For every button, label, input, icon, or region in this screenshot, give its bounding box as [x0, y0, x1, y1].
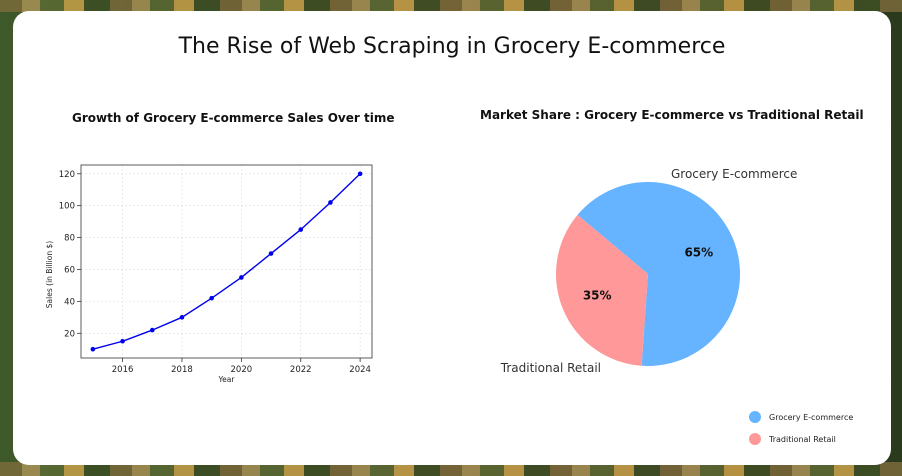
sales-line — [92, 173, 361, 350]
y-axis-label: Sales (in Billion $) — [45, 241, 54, 308]
pie-category-label-grocery: Grocery E-commerce — [671, 167, 797, 181]
pie-category-label-traditional: Traditional Retail — [500, 361, 601, 375]
sales-point — [298, 227, 304, 232]
x-tick-label: 2024 — [349, 365, 371, 375]
legend-swatch-grocery — [749, 411, 761, 423]
sales-point — [209, 295, 214, 301]
pie-value-label-traditional: 35% — [583, 289, 612, 303]
sales-point — [268, 251, 274, 256]
sales-point — [90, 346, 96, 352]
x-tick-label: 2018 — [171, 365, 193, 375]
legend-item-traditional: Traditional Retail — [749, 428, 879, 450]
pie-slice-grocery — [577, 182, 741, 366]
pie-slice-traditional — [556, 214, 648, 366]
x-tick-label: 2022 — [290, 365, 312, 375]
plot-frame — [80, 164, 373, 359]
y-tick-label: 60 — [64, 265, 75, 275]
page-title: The Rise of Web Scraping in Grocery E-co… — [178, 34, 726, 59]
line-chart-title: Growth of Grocery E-commerce Sales Over … — [72, 111, 395, 125]
background-shelf-bottom — [0, 462, 902, 476]
y-tick-label: 80 — [64, 234, 75, 244]
background-shelf-top — [0, 0, 902, 12]
legend-item-grocery: Grocery E-commerce — [749, 406, 879, 428]
infographic-card: The Rise of Web Scraping in Grocery E-co… — [13, 11, 891, 465]
sales-point — [179, 315, 185, 320]
y-tick-label: 100 — [59, 202, 75, 212]
pie-legend: Grocery E-commerce Traditional Retail — [749, 406, 879, 456]
pie-chart-title: Market Share : Grocery E-commerce vs Tra… — [480, 108, 864, 122]
sales-point — [357, 171, 363, 177]
sales-point — [328, 200, 333, 205]
y-tick-label: 20 — [64, 329, 75, 339]
pie-value-label-grocery: 65% — [684, 245, 713, 259]
y-tick-label: 40 — [64, 297, 75, 307]
legend-label-traditional: Traditional Retail — [769, 434, 836, 444]
sales-point — [149, 327, 155, 333]
legend-swatch-traditional — [749, 433, 761, 445]
x-tick-label: 2020 — [231, 365, 253, 375]
x-tick-label: 2016 — [112, 365, 134, 375]
y-tick-label: 120 — [59, 170, 75, 180]
x-axis-label: Year — [218, 375, 236, 384]
legend-label-grocery: Grocery E-commerce — [769, 412, 854, 422]
sales-point — [239, 275, 244, 280]
sales-point — [120, 338, 125, 344]
